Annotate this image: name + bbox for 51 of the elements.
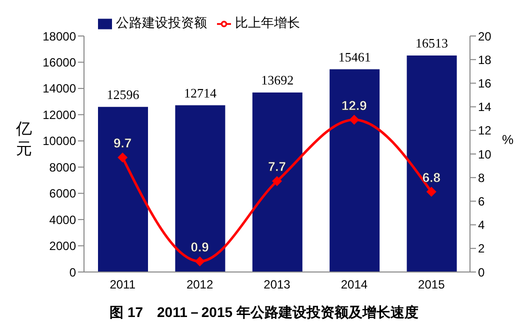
bar [252, 92, 302, 272]
y-axis-title: 亿元 [15, 120, 33, 160]
y2-tick-label: 4 [478, 218, 485, 232]
y-tick-label: 10000 [42, 134, 76, 148]
bar [330, 69, 380, 272]
y2-tick-label: 14 [478, 100, 492, 114]
y2-tick-label: 20 [478, 29, 492, 44]
y-tick-label: 16000 [42, 55, 76, 70]
point [118, 152, 128, 163]
data-label: 9.7 [114, 136, 132, 151]
y2-tick-label: 6 [478, 194, 485, 208]
data-label: 6.8 [422, 170, 440, 185]
y2-tick-label: 8 [478, 170, 485, 185]
point [426, 186, 436, 197]
bar [406, 55, 457, 272]
y-tick-label: 14000 [42, 82, 76, 96]
x-tick-label: 2012 [186, 278, 214, 292]
x-tick-label: 2014 [340, 278, 368, 292]
y-tick-label: 2000 [49, 239, 76, 254]
y2-tick-label: 0 [478, 265, 485, 280]
data-label: 12714 [184, 85, 217, 100]
x-tick-label: 2015 [418, 278, 446, 292]
y-tick-label: 4000 [49, 212, 76, 227]
legend-label: 比上年增长 [235, 15, 300, 30]
x-tick-label: 2013 [264, 278, 291, 292]
text: 图 17 2011－2015 年公路建设投资额及增长速度 [108, 304, 420, 322]
point [194, 256, 205, 266]
y-tick-label: 0 [69, 265, 76, 280]
legend-label: 公路建设投资额 [116, 15, 207, 30]
point [272, 176, 282, 186]
data-label: 16513 [416, 35, 448, 50]
y2-tick-label: 2 [478, 242, 485, 256]
bar [98, 106, 148, 272]
y-tick-label: 12000 [42, 108, 76, 122]
y-tick-label: 18000 [42, 29, 76, 44]
data-label: 12596 [106, 86, 140, 102]
bar [175, 105, 226, 272]
y2-tick-label: 18 [478, 52, 492, 67]
y-tick-label: 6000 [49, 186, 76, 201]
y2-axis-title: % [502, 132, 514, 147]
y2-tick-label: 10 [478, 147, 492, 162]
x-tick-label: 2011 [110, 278, 136, 292]
data-label: 13692 [261, 72, 294, 88]
y2-tick-label: 12 [478, 124, 492, 138]
y-tick-label: 8000 [49, 160, 76, 174]
data-label: 12.9 [342, 98, 367, 113]
point [349, 114, 360, 125]
data-label: 0.9 [190, 239, 209, 254]
data-label: 15461 [338, 49, 371, 64]
data-label: 7.7 [268, 159, 286, 174]
y2-tick-label: 16 [478, 76, 492, 90]
